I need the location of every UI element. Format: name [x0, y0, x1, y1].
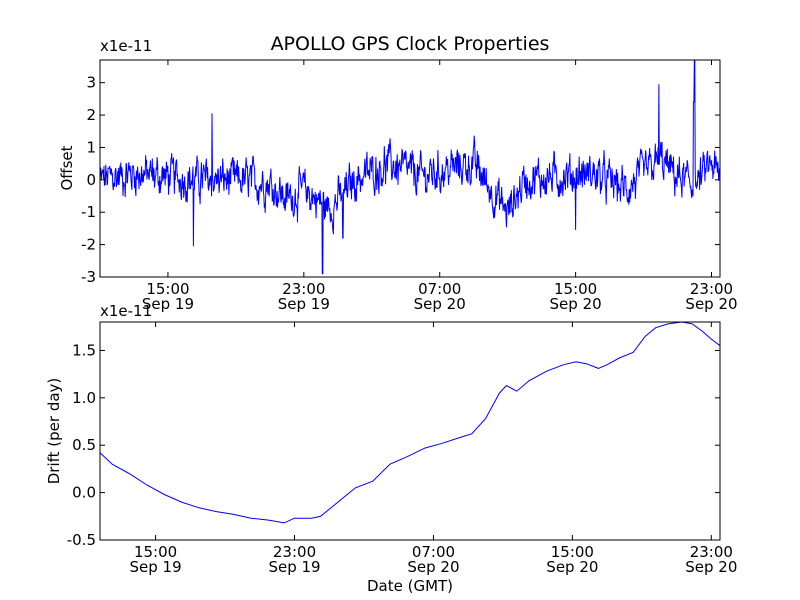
- offset-scale-label: x1e-11: [100, 37, 152, 55]
- x-tick-time: 23:00: [690, 280, 733, 298]
- y-tick-label: -2: [81, 236, 96, 254]
- offset-plot-frame: [99, 59, 721, 278]
- y-tick-label: 1.5: [72, 341, 96, 359]
- y-tick-label: 1: [86, 138, 96, 156]
- drift-y-ticks: -0.5 0.0 0.5 1.0 1.5: [67, 341, 720, 549]
- y-tick-label: -1: [81, 203, 96, 221]
- drift-series: [99, 321, 721, 524]
- x-tick-date: Sep 20: [546, 558, 598, 576]
- x-tick-date: Sep 20: [685, 295, 737, 313]
- drift-line: [99, 321, 721, 524]
- drift-y-axis-label: Drift (per day): [45, 378, 63, 485]
- x-tick-date: Sep 19: [268, 558, 320, 576]
- offset-y-axis-label: Offset: [58, 145, 76, 190]
- offset-line: [99, 59, 721, 275]
- x-tick-date: Sep 20: [414, 295, 466, 313]
- x-tick-date: Sep 19: [278, 295, 330, 313]
- y-tick-label: 0.5: [72, 436, 96, 454]
- y-tick-label: 0.0: [72, 484, 96, 502]
- drift-x-axis-label: Date (GMT): [367, 577, 453, 595]
- x-tick-time: 23:00: [273, 543, 316, 561]
- x-tick-date: Sep 20: [550, 295, 602, 313]
- x-tick-time: 23:00: [282, 280, 325, 298]
- y-tick-label: 1.0: [72, 389, 96, 407]
- x-tick-time: 15:00: [554, 280, 597, 298]
- y-tick-label: -3: [81, 268, 96, 286]
- y-tick-label: 2: [86, 106, 96, 124]
- x-tick-time: 23:00: [690, 543, 733, 561]
- drift-plot-frame: [99, 321, 721, 541]
- x-tick-time: 15:00: [551, 543, 594, 561]
- figure-title: APOLLO GPS Clock Properties: [271, 33, 550, 55]
- x-tick-time: 07:00: [412, 543, 455, 561]
- x-tick-time: 07:00: [418, 280, 461, 298]
- y-tick-label: 0: [86, 171, 96, 189]
- x-tick-time: 15:00: [146, 280, 189, 298]
- y-tick-label: -0.5: [67, 531, 96, 549]
- offset-series: [99, 59, 721, 275]
- y-tick-label: 3: [86, 74, 96, 92]
- x-tick-date: Sep 19: [142, 295, 194, 313]
- x-tick-date: Sep 20: [407, 558, 459, 576]
- x-tick-date: Sep 19: [130, 558, 182, 576]
- x-tick-date: Sep 20: [685, 558, 737, 576]
- x-tick-time: 15:00: [134, 543, 177, 561]
- drift-panel: x1e-11 Drift (per day) Date (GMT) -0.5 0.…: [45, 302, 737, 595]
- drift-scale-label: x1e-11: [100, 302, 152, 320]
